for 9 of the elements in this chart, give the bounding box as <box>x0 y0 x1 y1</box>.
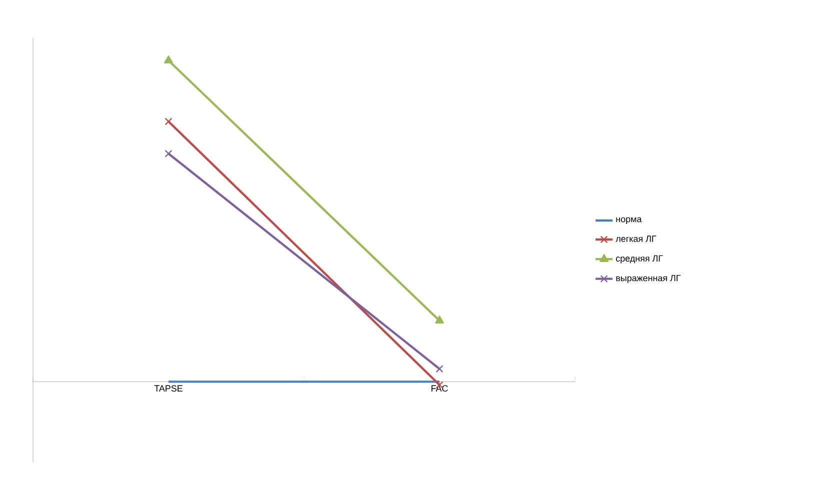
x-tick-label: TAPSE <box>154 385 182 392</box>
point <box>164 118 172 126</box>
x-tick-label: FAC <box>432 385 448 392</box>
legend-label: норма <box>616 217 642 224</box>
point <box>436 365 444 373</box>
legend-label: средняя ЛГ <box>616 255 663 264</box>
legend-label: легкая ЛГ <box>616 236 656 242</box>
point <box>164 150 172 158</box>
legend-label: выраженная ЛГ <box>616 274 681 283</box>
